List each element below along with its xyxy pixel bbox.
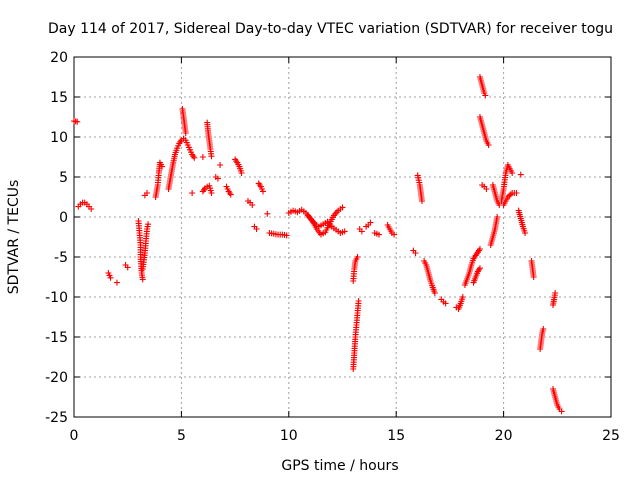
data-point xyxy=(249,202,256,208)
data-point xyxy=(358,228,365,235)
data-point xyxy=(341,228,348,235)
y-tick-label: -25 xyxy=(45,410,68,426)
plot-frame xyxy=(73,56,612,418)
data-point xyxy=(376,231,383,238)
data-point xyxy=(208,153,215,160)
data-point xyxy=(74,118,81,125)
data-point xyxy=(418,198,425,204)
x-tick-label: 25 xyxy=(602,428,620,444)
data-point xyxy=(442,300,449,307)
x-axis-label: GPS time / hours xyxy=(281,458,398,474)
x-tick-label: 15 xyxy=(387,428,405,444)
data-point xyxy=(522,230,529,236)
data-point xyxy=(391,231,398,238)
data-point xyxy=(509,170,516,176)
y-tick-label: 15 xyxy=(50,90,68,106)
data-point xyxy=(113,279,120,286)
y-axis-label: SDTVAR / TECUs xyxy=(6,180,22,295)
data-point xyxy=(182,130,189,136)
data-points xyxy=(71,74,565,415)
data-point xyxy=(552,290,559,296)
data-point xyxy=(513,190,520,196)
data-point xyxy=(260,188,267,195)
data-point xyxy=(144,190,151,196)
x-tick-label: 10 xyxy=(280,428,298,444)
data-point xyxy=(199,154,206,160)
data-point xyxy=(540,326,547,332)
data-point xyxy=(88,206,95,212)
data-point xyxy=(431,290,438,296)
data-point xyxy=(264,210,271,217)
data-point xyxy=(494,214,501,220)
data-point xyxy=(506,192,513,199)
y-tick-label: 10 xyxy=(50,130,68,146)
data-point xyxy=(485,142,492,148)
data-point xyxy=(476,265,483,272)
data-point xyxy=(504,194,511,200)
data-point xyxy=(459,294,466,300)
data-point xyxy=(507,191,514,198)
data-point xyxy=(238,170,245,176)
x-tick-label: 20 xyxy=(495,428,513,444)
data-point xyxy=(283,232,290,239)
chart-title: Day 114 of 2017, Sidereal Day-to-day VTE… xyxy=(48,21,613,37)
x-tick-label: 5 xyxy=(177,428,186,444)
grid-lines xyxy=(74,57,611,417)
y-tick-label: -20 xyxy=(45,370,68,386)
y-tick-label: -10 xyxy=(45,290,68,306)
data-point xyxy=(530,274,537,280)
data-point xyxy=(354,254,361,260)
data-point xyxy=(558,408,565,415)
x-tick-label: 0 xyxy=(70,428,79,444)
data-point xyxy=(517,171,524,178)
axis-ticks: 0 5 10 15 20 25 -25 -20 -15 -10 -5 0 5 10 15 20 xyxy=(45,50,620,444)
data-point xyxy=(189,190,196,196)
data-point xyxy=(476,246,483,252)
data-point xyxy=(217,162,224,168)
data-point xyxy=(355,298,362,304)
data-point xyxy=(412,250,419,256)
y-tick-label: 5 xyxy=(59,170,68,186)
y-tick-label: -5 xyxy=(54,250,68,266)
data-point xyxy=(159,163,166,170)
y-tick-label: 0 xyxy=(59,210,68,226)
y-tick-label: 20 xyxy=(50,50,68,66)
data-point xyxy=(367,219,374,226)
data-point xyxy=(339,204,346,211)
y-tick-label: -15 xyxy=(45,330,68,346)
data-point xyxy=(191,154,198,161)
data-point xyxy=(139,276,146,283)
data-point xyxy=(227,191,234,198)
data-point xyxy=(124,264,131,271)
data-point xyxy=(483,186,490,192)
data-point xyxy=(253,226,260,232)
data-point xyxy=(208,190,215,196)
data-point xyxy=(145,221,152,228)
data-point xyxy=(107,274,114,281)
data-point xyxy=(214,175,221,182)
data-point xyxy=(482,92,489,99)
